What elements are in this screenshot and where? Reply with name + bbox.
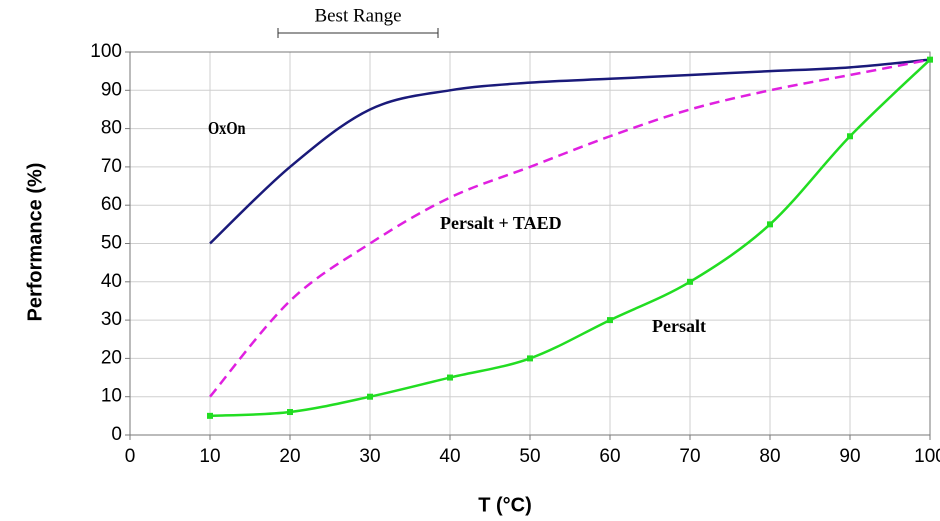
x-tick-label: 60 [599,446,620,467]
y-tick-label: 80 [101,118,122,139]
y-tick-label: 100 [90,41,122,62]
x-tick-label: 80 [759,446,780,467]
x-tick-label: 20 [279,446,300,467]
data-marker [527,355,533,362]
y-tick-label: 40 [101,271,122,292]
plot-frame [129,51,931,436]
y-tick-label: 70 [101,156,122,177]
series-line [209,58,931,398]
y-tick-label: 10 [101,386,122,407]
best-range-label: Best Range [314,5,401,26]
x-tick-label: 0 [125,446,136,467]
data-marker [687,278,693,285]
x-axis-title: T (°C) [478,494,532,516]
data-marker [927,56,933,63]
data-marker [207,412,213,419]
data-marker [287,409,293,416]
series-label: Persalt [652,316,706,336]
x-tick-label: 90 [839,446,860,467]
x-tick-label: 100 [914,446,940,467]
data-marker [847,133,853,140]
y-tick-label: 50 [101,233,122,254]
series-label: OxOn [208,118,246,139]
series-line [209,58,931,418]
series-line [209,58,931,245]
y-tick-label: 20 [101,347,122,368]
y-tick-label: 30 [101,309,122,330]
y-tick-label: 60 [101,194,122,215]
x-tick-label: 70 [679,446,700,467]
data-marker [607,317,613,324]
data-marker [367,393,373,400]
y-tick-label: 0 [111,424,122,445]
data-marker [767,221,773,228]
series-label: Persalt + TAED [440,213,562,233]
x-tick-label: 10 [199,446,220,467]
y-axis-title: Performance (%) [24,163,46,322]
x-tick-label: 30 [359,446,380,467]
y-tick-label: 90 [101,79,122,100]
x-tick-label: 40 [439,446,460,467]
x-tick-label: 50 [519,446,540,467]
data-marker [447,374,453,381]
